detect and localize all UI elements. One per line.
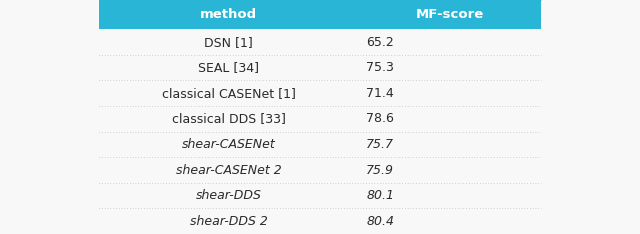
Text: DSN [1]: DSN [1] — [204, 36, 253, 48]
Text: method: method — [200, 8, 257, 21]
Text: SEAL [34]: SEAL [34] — [198, 61, 259, 74]
Text: classical DDS [33]: classical DDS [33] — [172, 112, 285, 125]
Text: 75.7: 75.7 — [366, 138, 394, 151]
Text: 75.3: 75.3 — [366, 61, 394, 74]
Text: shear-DDS 2: shear-DDS 2 — [190, 215, 268, 228]
Text: classical CASENet [1]: classical CASENet [1] — [162, 87, 296, 100]
Text: shear-CASENet: shear-CASENet — [182, 138, 276, 151]
Text: 75.9: 75.9 — [366, 164, 394, 176]
Text: 80.1: 80.1 — [366, 189, 394, 202]
Text: 80.4: 80.4 — [366, 215, 394, 228]
Text: shear-DDS: shear-DDS — [196, 189, 262, 202]
Bar — [99, 0, 541, 29]
Text: 65.2: 65.2 — [366, 36, 394, 48]
Text: 71.4: 71.4 — [366, 87, 394, 100]
Text: shear-CASENet 2: shear-CASENet 2 — [176, 164, 282, 176]
Text: MF-score: MF-score — [415, 8, 484, 21]
Text: 78.6: 78.6 — [366, 112, 394, 125]
